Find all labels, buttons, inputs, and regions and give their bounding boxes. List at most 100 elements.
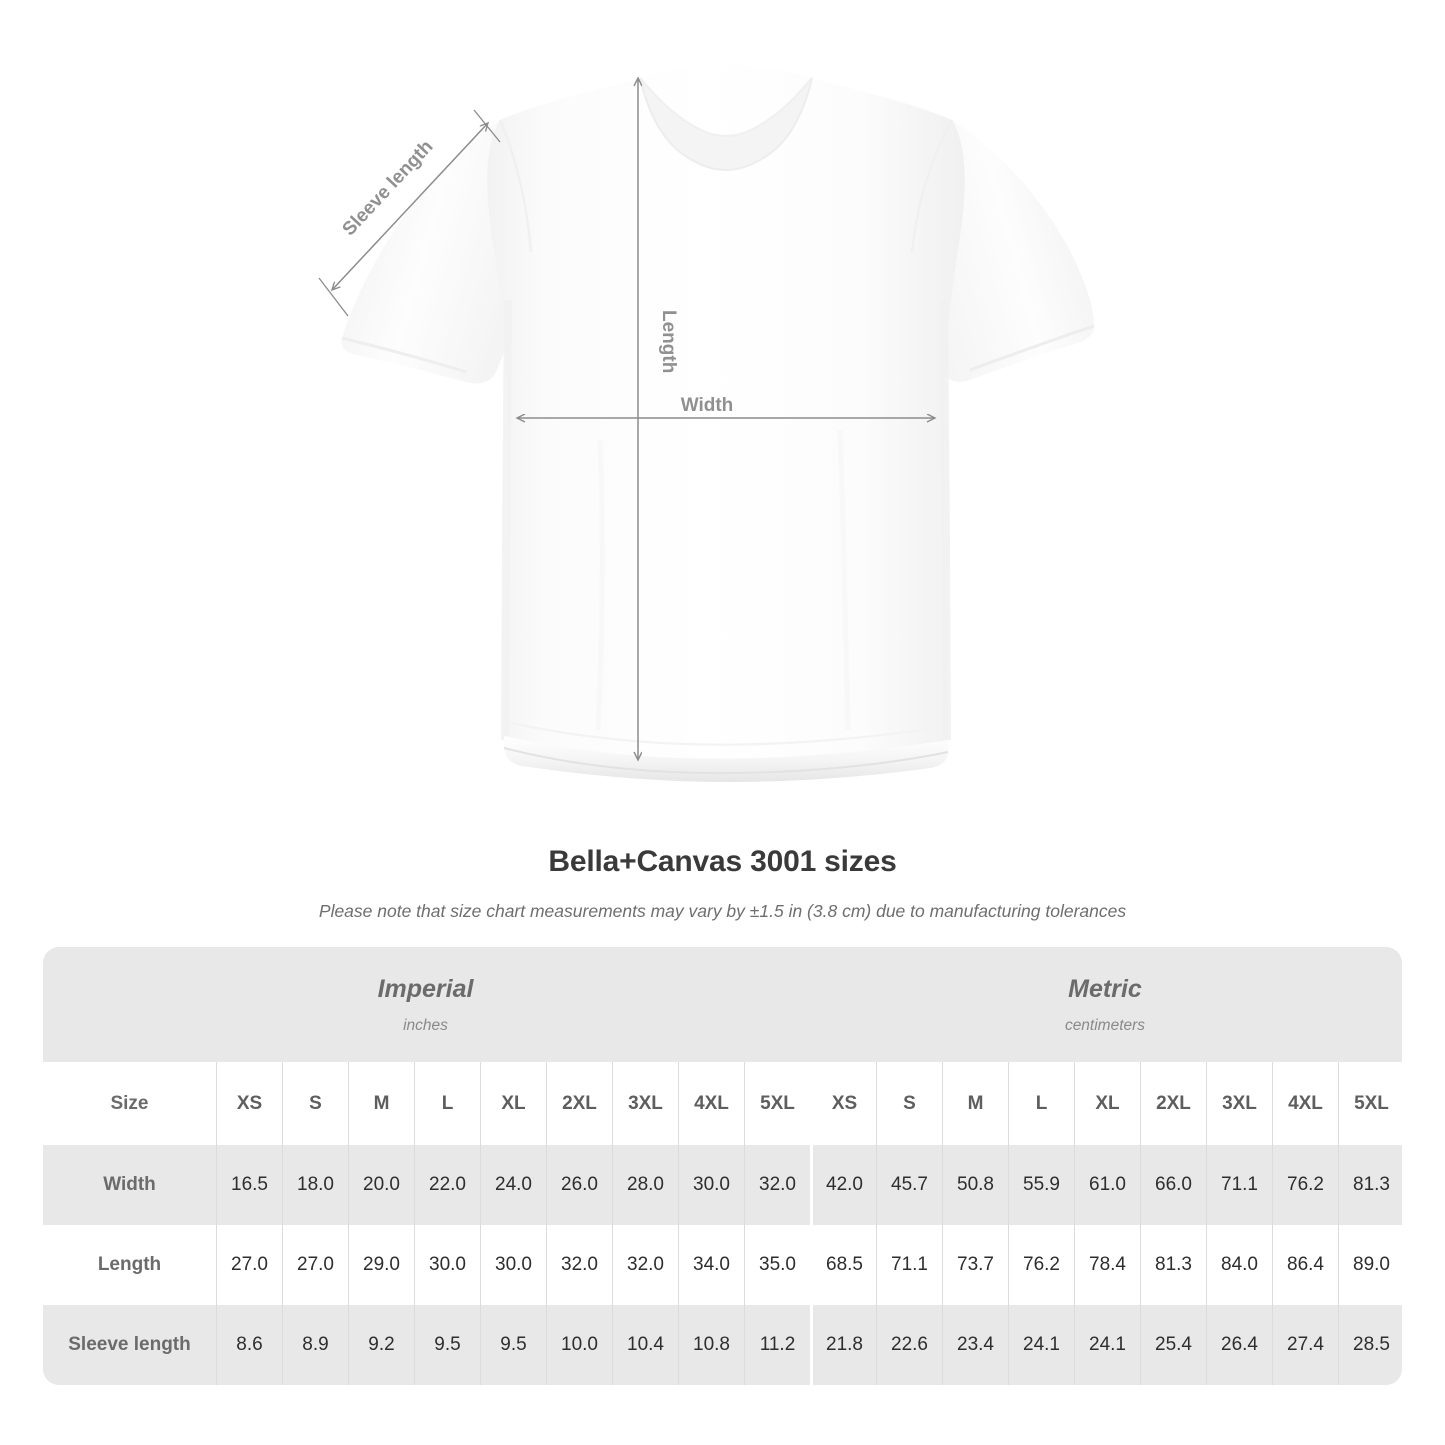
sleeve-length-imperial-S: 8.9	[282, 1305, 348, 1385]
size-column-header: Size	[110, 1092, 149, 1114]
imperial-sublabel: inches	[403, 1016, 448, 1034]
sleeve-length-metric-5XL: 28.5	[1338, 1305, 1402, 1385]
metric-sublabel: centimeters	[1064, 1016, 1146, 1034]
sleeve-length-imperial-2XL: 10.0	[546, 1305, 612, 1385]
width-metric-4XL: 76.2	[1272, 1145, 1338, 1225]
size-header-imperial-5XL: 5XL	[744, 1062, 810, 1145]
sleeve-length-imperial-XS: 8.6	[216, 1305, 282, 1385]
size-header-imperial-S: S	[282, 1062, 348, 1145]
size-header-imperial-4XL: 4XL	[678, 1062, 744, 1145]
size-header-imperial-L: L	[414, 1062, 480, 1145]
length-metric-XS: 68.5	[810, 1225, 876, 1305]
collar-outer-edge	[639, 77, 813, 172]
size-header-imperial-M: M	[348, 1062, 414, 1145]
width-metric-M: 50.8	[942, 1145, 1008, 1225]
width-imperial-XS: 16.5	[216, 1145, 282, 1225]
row-label-sleeve-length: Sleeve length	[68, 1334, 191, 1355]
width-metric-2XL: 66.0	[1140, 1145, 1206, 1225]
length-metric-5XL: 89.0	[1338, 1225, 1402, 1305]
size-header-metric-XL: XL	[1074, 1062, 1140, 1145]
width-imperial-5XL: 32.0	[744, 1145, 810, 1225]
left-body-shadow	[501, 299, 512, 741]
length-imperial-L: 30.0	[414, 1225, 480, 1305]
sleeve-length-metric-3XL: 26.4	[1206, 1305, 1272, 1385]
neckline	[640, 78, 812, 170]
size-header-metric-4XL: 4XL	[1272, 1062, 1338, 1145]
fabric-fold-2	[837, 429, 851, 731]
chart-heading-block: Bella+Canvas 3001 sizes Please note that…	[0, 845, 1445, 922]
length-metric-L: 76.2	[1008, 1225, 1074, 1305]
width-imperial-XL: 24.0	[480, 1145, 546, 1225]
row-label-length: Length	[97, 1254, 162, 1275]
page-title: Bella+Canvas 3001 sizes	[548, 845, 897, 878]
sleeve-length-metric-S: 22.6	[876, 1305, 942, 1385]
size-header-imperial-XS: XS	[216, 1062, 282, 1145]
width-metric-5XL: 81.3	[1338, 1145, 1402, 1225]
length-imperial-XL: 30.0	[480, 1225, 546, 1305]
length-imperial-2XL: 32.0	[546, 1225, 612, 1305]
right-body-shadow	[940, 299, 951, 741]
sleeve-length-tick-top	[473, 109, 501, 143]
sleeve-length-metric-XL: 24.1	[1074, 1305, 1140, 1385]
sleeve-length-metric-L: 24.1	[1008, 1305, 1074, 1385]
unit-system-header: Imperial inches Metric centimeters	[43, 947, 1402, 1062]
length-metric-3XL: 84.0	[1206, 1225, 1272, 1305]
size-header-metric-5XL: 5XL	[1338, 1062, 1402, 1145]
sleeve-length-imperial-4XL: 10.8	[678, 1305, 744, 1385]
hem-stitch-line	[505, 720, 947, 746]
size-header-metric-2XL: 2XL	[1140, 1062, 1206, 1145]
collar-inner-edge	[639, 77, 813, 138]
tolerance-note: Please note that size chart measurements…	[318, 901, 1127, 921]
width-imperial-L: 22.0	[414, 1145, 480, 1225]
size-header-metric-3XL: 3XL	[1206, 1062, 1272, 1145]
size-chart-table: Imperial inches Metric centimeters Size …	[43, 947, 1402, 1385]
hem-bottom-edge	[503, 747, 949, 775]
size-header-imperial-3XL: 3XL	[612, 1062, 678, 1145]
width-imperial-S: 18.0	[282, 1145, 348, 1225]
left-shoulder-seam	[498, 119, 533, 253]
width-imperial-3XL: 28.0	[612, 1145, 678, 1225]
metric-unit-block: Metric centimeters	[808, 947, 1402, 1062]
sleeve-length-metric-4XL: 27.4	[1272, 1305, 1338, 1385]
size-header-metric-XS: XS	[810, 1062, 876, 1145]
length-metric-S: 71.1	[876, 1225, 942, 1305]
sleeve-length-imperial-L: 9.5	[414, 1305, 480, 1385]
sleeve-length-metric-M: 23.4	[942, 1305, 1008, 1385]
size-header-metric-M: M	[942, 1062, 1008, 1145]
size-header-metric-S: S	[876, 1062, 942, 1145]
sleeve-length-metric-2XL: 25.4	[1140, 1305, 1206, 1385]
left-sleeve-hem	[341, 336, 467, 374]
row-label-width: Width	[103, 1174, 156, 1195]
size-header-imperial-2XL: 2XL	[546, 1062, 612, 1145]
metric-label: Metric	[1068, 974, 1142, 1003]
width-imperial-2XL: 26.0	[546, 1145, 612, 1225]
table-row-sleeve-length: Sleeve length 8.6 8.9 9.2 9.5 9.5 10.0 10.4 10.…	[43, 1305, 1402, 1385]
shirt-body	[487, 65, 965, 776]
right-shoulder-seam	[910, 119, 954, 253]
sleeve-length-metric-XS: 21.8	[810, 1305, 876, 1385]
width-metric-3XL: 71.1	[1206, 1145, 1272, 1225]
length-imperial-M: 29.0	[348, 1225, 414, 1305]
length-metric-2XL: 81.3	[1140, 1225, 1206, 1305]
table-row-width: Width 16.5 18.0 20.0 22.0 24.0 26.0 28.0 30.0 32…	[43, 1145, 1402, 1225]
width-label: Width	[681, 395, 734, 416]
length-metric-XL: 78.4	[1074, 1225, 1140, 1305]
right-sleeve-hem	[969, 324, 1095, 372]
width-metric-XS: 42.0	[810, 1145, 876, 1225]
fabric-fold-1	[595, 439, 605, 731]
sleeve-length-arrow	[332, 123, 488, 290]
length-imperial-S: 27.0	[282, 1225, 348, 1305]
imperial-label: Imperial	[377, 974, 474, 1003]
sleeve-length-imperial-5XL: 11.2	[744, 1305, 810, 1385]
size-header-imperial-XL: XL	[480, 1062, 546, 1145]
length-imperial-5XL: 35.0	[744, 1225, 810, 1305]
tshirt-illustration	[341, 65, 1095, 782]
sleeve-length-tick-bottom	[318, 277, 349, 317]
length-imperial-4XL: 34.0	[678, 1225, 744, 1305]
length-metric-M: 73.7	[942, 1225, 1008, 1305]
width-imperial-4XL: 30.0	[678, 1145, 744, 1225]
sleeve-length-imperial-XL: 9.5	[480, 1305, 546, 1385]
width-metric-S: 45.7	[876, 1145, 942, 1225]
imperial-unit-block: Imperial inches	[43, 947, 808, 1062]
length-imperial-3XL: 32.0	[612, 1225, 678, 1305]
